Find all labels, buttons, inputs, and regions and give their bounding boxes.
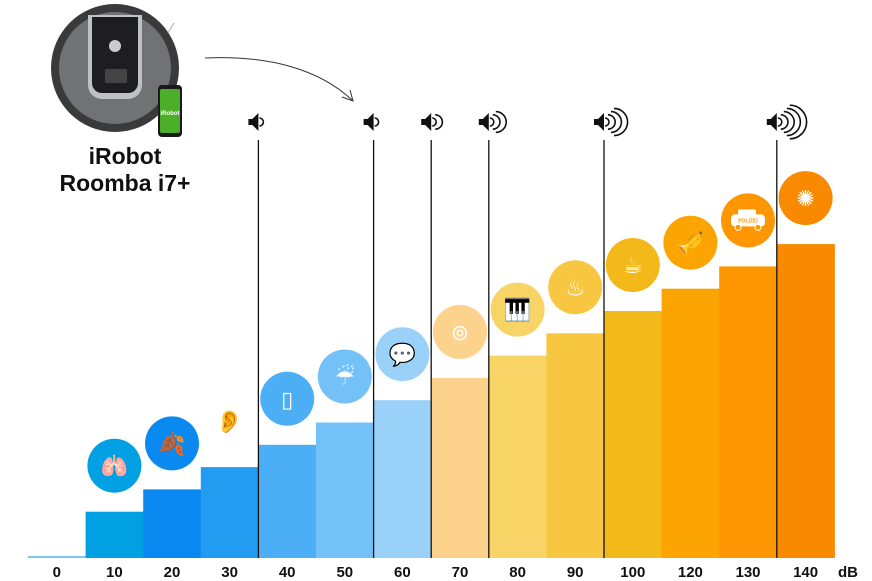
police-car-icon: POLIZEI [721,193,775,248]
arrow-head [341,89,354,102]
leaves-icon: 🍂 [145,416,199,471]
bar-120 [661,288,720,558]
icon-glyph: 💬 [389,342,416,368]
tick-label: 30 [221,564,238,581]
bar-10 [85,511,144,558]
tick-label: 0 [53,564,61,581]
bar-0 [28,556,87,558]
tick-label: 90 [567,564,584,581]
tick-label: 100 [620,564,645,581]
icon-glyph: ☕ [623,254,643,279]
piano-icon: 🎹 [490,282,545,337]
icon-glyph: ⊚ [451,321,469,346]
washing-machine-icon: ⊚ [433,304,487,359]
tick-label: 50 [336,564,353,581]
bar-130 [719,266,778,558]
icon-glyph: 🫁 [101,454,128,480]
unit-label: dB [838,564,858,581]
robot-vacuum-image: iRobot [50,3,200,148]
speaker-icon [766,104,808,140]
tick-label: 60 [394,564,411,581]
fridge-icon: ▯ [260,371,315,426]
icon-glyph: 👂 [216,409,243,435]
hair-dryer-icon: ♨ [548,260,603,315]
bar-100 [604,311,663,558]
arrow-curve [204,57,353,101]
tick-label: 10 [106,564,123,581]
coffee-machine-icon: ☕ [605,238,660,292]
product-brand: iRobot [88,143,162,169]
tick-label: 140 [793,564,818,581]
speaker-icon [248,113,265,131]
product-model: Roomba i7+ [59,170,191,196]
speaker-icon [594,107,629,137]
bar-40 [258,444,317,558]
bar-50 [316,422,375,558]
police-car-text: POLIZEI [738,218,758,224]
lungs-icon: 🫁 [87,438,142,493]
trombone-icon: 🎺 [663,215,718,270]
icon-glyph: 🎹 [504,298,531,324]
speaker-icon [478,110,507,134]
tick-label: 120 [678,564,703,581]
tick-label: 80 [509,564,526,581]
product-title: iRobot Roomba i7+ [50,143,200,197]
icon-glyph: ✺ [796,187,814,212]
icon-glyph: ☔ [335,364,355,391]
bar-20 [143,489,202,558]
icon-glyph: ♨ [565,276,585,301]
bar-60 [373,400,432,558]
icon-glyph: 🎺 [677,231,704,257]
bar-90 [546,333,605,558]
bar-140 [776,244,835,558]
bar-80 [488,355,547,558]
speaker-icon [421,113,444,131]
speaker-icon [363,113,380,131]
tick-label: 20 [164,564,181,581]
rain-icon: ☔ [317,349,372,404]
phone-logo: iRobot [161,111,180,117]
speech-bubble-icon: 💬 [375,327,430,382]
bar-70 [431,377,490,558]
icon-glyph: ▯ [281,388,293,413]
tick-label: 130 [735,564,760,581]
bar-30 [200,467,259,558]
icon-glyph: 🍂 [158,431,185,457]
ear-icon: 👂 [202,394,257,449]
tick-label: 40 [279,564,296,581]
fireworks-icon: ✺ [778,171,833,226]
tick-label: 70 [452,564,469,581]
